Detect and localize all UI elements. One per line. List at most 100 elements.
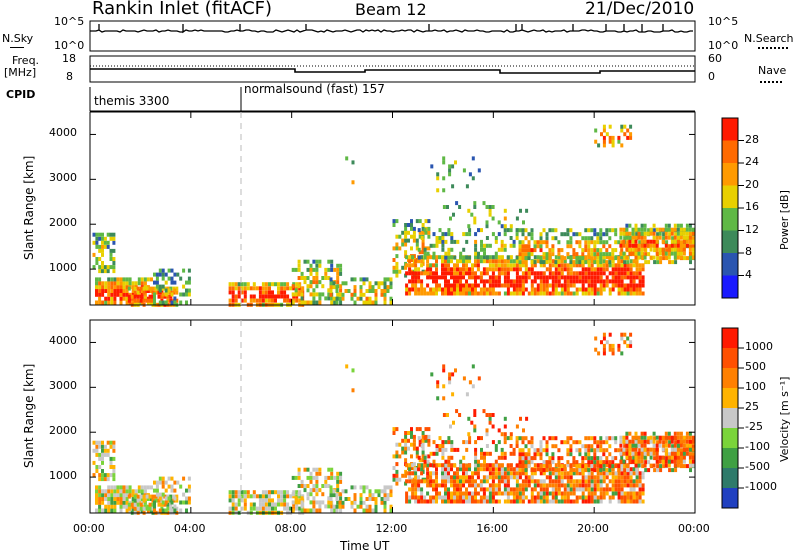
velocity-cell <box>101 440 104 445</box>
power-cell <box>643 255 647 260</box>
velocity-cell <box>622 459 626 464</box>
power-cell <box>119 296 123 301</box>
velocity-cell <box>497 475 501 480</box>
velocity-cell <box>122 489 126 494</box>
velocity-cell <box>395 450 399 455</box>
velocity-cell <box>101 500 105 505</box>
power-cell <box>109 265 113 270</box>
velocity-cell <box>133 502 137 507</box>
power-cell <box>643 231 647 236</box>
velocity-cell <box>569 436 573 441</box>
velocity-cell <box>611 471 615 476</box>
power-cell <box>465 283 468 288</box>
power-cell <box>98 281 102 286</box>
velocity-cell <box>408 467 412 472</box>
power-cell <box>477 251 480 256</box>
power-cell <box>542 255 546 260</box>
power-cell <box>298 286 302 291</box>
power-cell <box>137 281 141 286</box>
velocity-cell <box>315 471 319 476</box>
power-cell <box>335 289 339 293</box>
power-cell <box>234 282 238 287</box>
velocity-cell <box>584 468 588 473</box>
velocity-cell <box>506 471 510 476</box>
power-cell <box>596 232 600 237</box>
power-cell <box>392 246 396 251</box>
velocity-cell <box>234 502 238 507</box>
power-cell <box>410 246 413 251</box>
power-cell <box>652 239 656 244</box>
velocity-cell <box>444 467 447 472</box>
power-cell <box>122 277 126 282</box>
power-cell <box>268 290 271 295</box>
velocity-cell <box>533 471 537 476</box>
velocity-cell <box>456 487 459 492</box>
velocity-cell <box>593 483 597 488</box>
velocity-cell <box>106 477 110 482</box>
power-cell <box>426 271 430 276</box>
y-tick-label: 2000 <box>49 216 77 230</box>
velocity-cell <box>512 491 516 496</box>
velocity-cell <box>243 494 247 499</box>
power-cell <box>187 280 191 285</box>
power-cell <box>593 287 597 292</box>
velocity-cell <box>596 487 600 492</box>
power-cell <box>670 247 674 252</box>
power-cell <box>632 283 636 288</box>
velocity-cell <box>503 467 507 472</box>
velocity-cell <box>291 475 295 480</box>
power-cell <box>474 232 478 237</box>
velocity-cell <box>444 491 447 496</box>
velocity-cell <box>140 497 144 501</box>
nsky-tick: 10^5 <box>54 15 85 28</box>
velocity-cell <box>289 494 293 499</box>
power-cell <box>542 283 546 288</box>
power-cell <box>560 263 564 268</box>
power-cell <box>170 292 174 297</box>
power-cell <box>231 298 235 303</box>
velocity-cell <box>295 506 299 511</box>
velocity-cell <box>643 463 647 468</box>
power-cell <box>297 259 301 264</box>
velocity-cell <box>626 483 630 488</box>
velocity-cell <box>631 439 635 444</box>
power-cell <box>234 294 238 299</box>
velocity-cell <box>324 484 328 488</box>
power-cell <box>134 281 138 286</box>
power-cell <box>637 247 641 252</box>
velocity-cell <box>617 343 621 348</box>
power-cell <box>644 252 648 257</box>
velocity-cell <box>524 436 528 441</box>
power-cell <box>306 259 310 264</box>
x-tick-label: 20:00 <box>577 522 609 535</box>
power-cell <box>563 275 567 280</box>
power-cell <box>569 236 573 241</box>
power-cell <box>303 276 307 280</box>
velocity-cell <box>414 471 418 476</box>
power-cell <box>246 286 250 291</box>
power-cell <box>542 271 546 276</box>
power-cell <box>261 282 265 287</box>
velocity-cell <box>164 488 168 493</box>
velocity-cell <box>506 436 510 441</box>
power-cell <box>611 259 615 264</box>
power-cell <box>255 298 259 303</box>
power-cell <box>661 251 665 256</box>
power-cell <box>427 226 431 231</box>
velocity-cell <box>395 481 399 486</box>
velocity-cell <box>353 493 357 498</box>
power-cell <box>679 231 683 236</box>
velocity-cell <box>542 499 546 504</box>
power-cell <box>429 275 433 280</box>
velocity-cell <box>459 487 462 492</box>
velocity-cell <box>664 435 668 440</box>
power-cell <box>512 239 516 244</box>
power-cell <box>506 255 510 260</box>
velocity-cell <box>122 500 126 505</box>
velocity-cell <box>327 500 331 505</box>
velocity-cell <box>605 440 609 445</box>
power-cell <box>453 291 456 296</box>
velocity-cell <box>103 477 107 482</box>
velocity-cell <box>161 500 165 505</box>
power-cell <box>450 247 454 252</box>
